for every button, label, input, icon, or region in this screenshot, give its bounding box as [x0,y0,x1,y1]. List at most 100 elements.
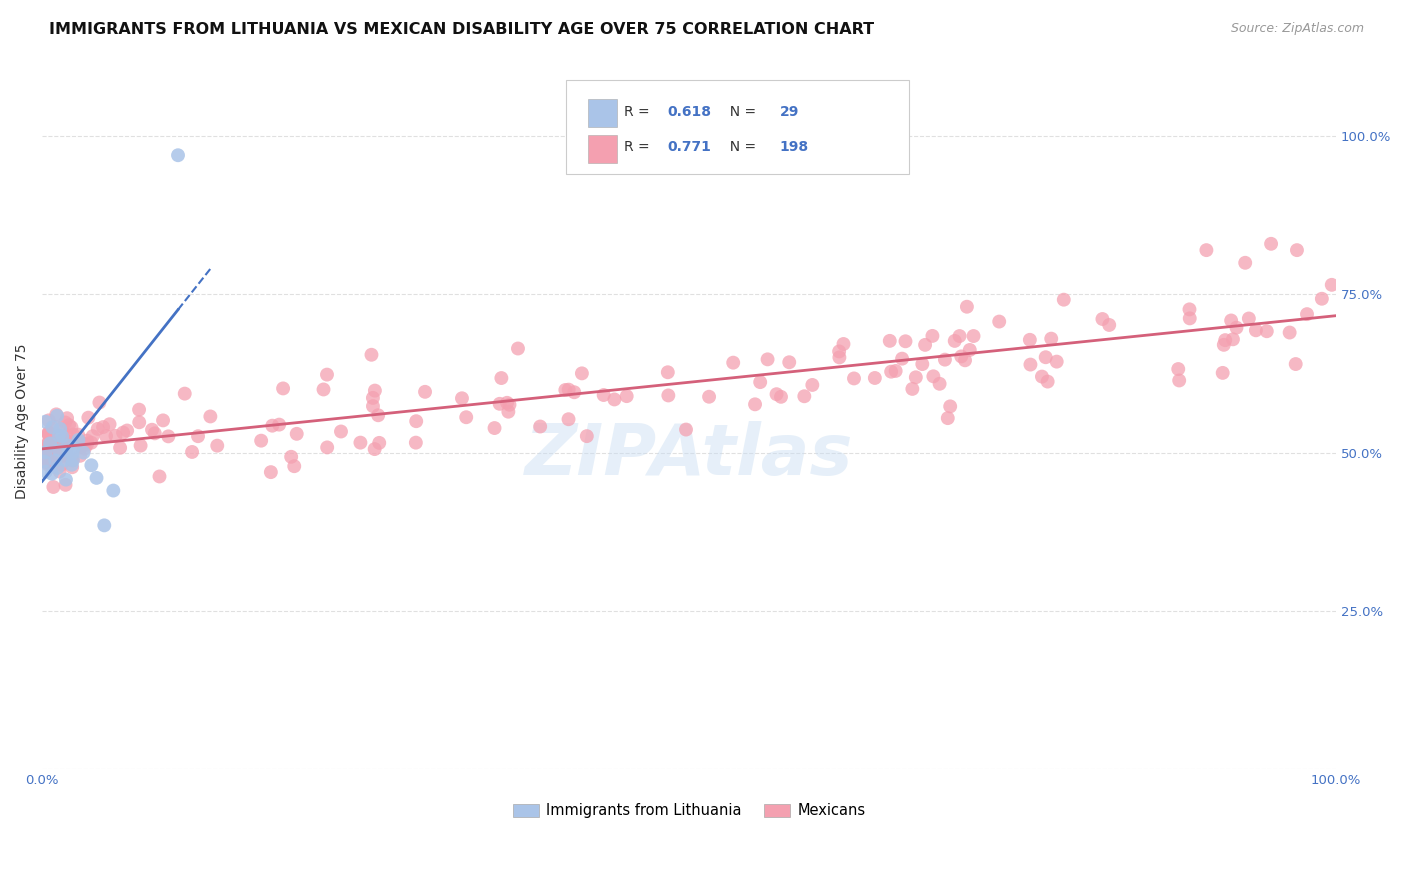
Point [44,453,66,467]
Point [1035,350,1057,364]
Legend: Immigrants from Lithuania, Mexicans: Immigrants from Lithuania, Mexicans [506,797,872,824]
Point [1220,313,1243,327]
Point [53,416,76,430]
Point [361,399,384,413]
Point [58,444,80,458]
Point [128,415,150,429]
Point [63,441,86,455]
Point [35,465,58,479]
Point [498,405,520,419]
Text: R =: R = [624,140,654,154]
Point [364,384,387,398]
Point [283,459,305,474]
Point [1260,236,1282,251]
Point [603,392,626,407]
Point [904,370,927,384]
Text: Source: ZipAtlas.com: Source: ZipAtlas.com [1230,22,1364,36]
Point [911,357,934,371]
Point [148,469,170,483]
Point [129,439,152,453]
Point [38,447,60,461]
Point [41,434,63,449]
Point [38,435,60,450]
Point [956,300,979,314]
Point [950,350,973,364]
Point [38,453,60,467]
Point [91,420,114,434]
Point [38,428,60,442]
Point [38,439,60,453]
Point [59,435,82,450]
Point [82,429,104,443]
Point [62,427,84,442]
Point [571,367,593,381]
Point [76,434,98,448]
Point [368,435,391,450]
Point [38,458,60,472]
Point [60,458,83,472]
Point [451,392,474,406]
FancyBboxPatch shape [567,80,908,174]
Point [557,412,579,426]
Point [1195,243,1218,257]
Point [1256,324,1278,338]
Point [894,334,917,349]
Point [269,417,291,432]
Point [41,453,63,467]
Bar [588,99,617,128]
Point [60,453,83,467]
Text: ZIPAtlas: ZIPAtlas [524,421,853,491]
Point [488,397,510,411]
Point [200,409,222,424]
Point [330,425,353,439]
Point [506,342,529,356]
Point [1212,366,1234,380]
Point [988,315,1011,329]
Point [35,445,58,459]
Point [921,329,943,343]
Point [801,378,824,392]
Text: 198: 198 [779,140,808,154]
Point [86,471,108,485]
Point [1168,374,1191,388]
Point [557,383,579,397]
Point [675,423,697,437]
Point [616,389,638,403]
Point [34,415,56,429]
Point [1040,332,1063,346]
Point [1178,302,1201,317]
Point [38,442,60,457]
Point [104,429,127,443]
Point [828,344,851,359]
Point [167,148,190,162]
Point [491,371,513,385]
Point [51,448,73,462]
Point [115,424,138,438]
Point [52,449,75,463]
Point [108,441,131,455]
Point [56,411,79,425]
Point [1091,312,1114,326]
Point [948,329,970,343]
Point [316,441,339,455]
Point [51,429,73,443]
Point [721,356,744,370]
Point [89,395,111,409]
Point [49,436,72,450]
Point [456,410,478,425]
Point [250,434,273,448]
Point [70,436,93,450]
Point [657,365,679,379]
Point [363,442,385,456]
Point [49,436,72,450]
Point [48,442,70,457]
Point [360,348,382,362]
Point [1225,320,1247,334]
Point [207,439,229,453]
Point [53,453,76,467]
Point [934,352,956,367]
Point [55,428,77,442]
Point [1285,243,1308,257]
Point [38,413,60,427]
Text: N =: N = [721,140,761,154]
